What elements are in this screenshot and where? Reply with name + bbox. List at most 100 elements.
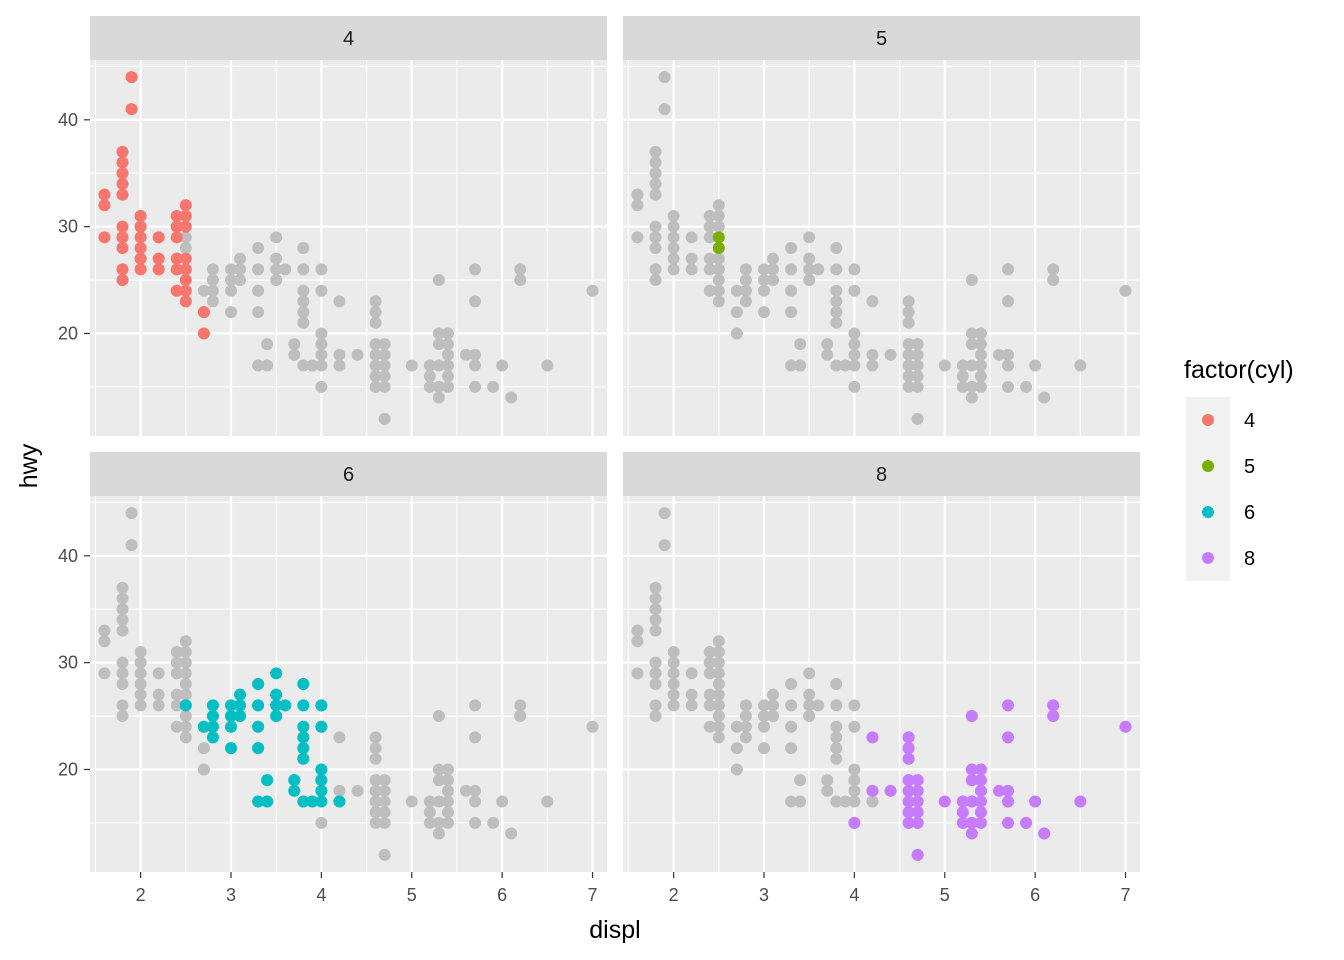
background-point [170,688,183,701]
background-point [351,348,364,361]
background-point [369,774,382,787]
background-point [803,252,816,265]
background-point [649,678,662,690]
data-point-cyl-8 [1047,699,1060,712]
background-point [586,720,599,733]
data-point-cyl-6 [206,731,219,744]
background-point [649,613,662,626]
data-point-cyl-6 [297,699,310,712]
background-point [432,774,445,787]
background-point [423,380,436,393]
data-point-cyl-8 [1002,699,1015,712]
background-point [712,284,725,297]
background-point [767,252,780,265]
background-point [667,231,680,244]
background-point [712,209,725,222]
background-point [297,295,310,308]
background-point [378,380,391,393]
background-point [541,795,554,808]
background-point [902,316,915,329]
background-point [812,263,825,276]
background-point [487,816,500,829]
background-point [179,656,192,669]
y-tick-label: 20 [58,323,78,343]
background-point [866,348,879,361]
facet-strip-label: 4 [343,28,354,50]
background-point [785,306,798,319]
background-point [739,284,752,297]
background-point [848,359,861,372]
data-point-cyl-8 [902,784,915,797]
background-point [965,338,978,351]
background-point [649,624,662,637]
background-point [730,306,743,319]
background-point [712,720,725,733]
data-point-cyl-6 [206,710,219,723]
data-point-cyl-8 [902,774,915,787]
data-point-cyl-8 [866,784,879,797]
background-point [315,263,328,276]
background-point [703,263,716,276]
background-point [225,306,237,319]
data-point-cyl-6 [288,784,301,797]
data-point-cyl-8 [911,806,924,819]
background-point [432,274,445,287]
background-point [179,731,192,744]
background-point [378,359,391,372]
background-point [315,348,328,361]
background-point [848,699,861,712]
data-point-cyl-6 [270,667,283,680]
background-point [993,348,1005,361]
background-point [179,688,192,701]
background-point [730,327,743,340]
background-point [134,667,147,680]
data-point-cyl-4 [125,71,138,84]
background-point [631,635,644,648]
background-point [649,656,662,669]
background-point [170,699,183,712]
data-point-cyl-8 [956,806,969,819]
background-point [712,699,725,712]
data-point-cyl-4 [134,220,147,233]
background-point [333,784,346,797]
data-point-cyl-8 [965,763,978,776]
background-point [658,539,671,552]
background-point [116,678,129,690]
background-point [369,295,382,308]
background-point [469,359,482,372]
background-point [1002,295,1015,308]
background-point [369,348,382,361]
background-point [803,710,816,723]
background-point [369,316,382,329]
background-point [134,656,147,669]
background-point [270,263,283,276]
data-point-cyl-8 [965,827,978,840]
background-point [974,370,987,383]
background-point [369,784,382,797]
background-point [469,380,482,393]
y-tick-label: 30 [58,217,78,237]
data-point-cyl-8 [965,710,978,723]
background-point [712,220,725,233]
background-point [830,678,843,690]
background-point [730,742,743,755]
data-point-cyl-8 [965,774,978,787]
background-point [234,252,247,265]
background-point [432,763,445,776]
panel-background [623,60,1140,436]
background-point [712,667,725,680]
data-point-cyl-6 [234,699,247,712]
x-tick-label: 2 [136,885,146,905]
data-point-cyl-4 [134,242,147,254]
background-point [848,284,861,297]
background-point [270,252,283,265]
background-point [974,348,987,361]
background-point [1002,380,1015,393]
background-point [712,731,725,744]
background-point [758,742,770,755]
background-point [279,263,292,276]
data-point-cyl-8 [911,774,924,787]
background-point [712,252,725,265]
background-point [712,688,725,701]
background-point [785,678,798,690]
